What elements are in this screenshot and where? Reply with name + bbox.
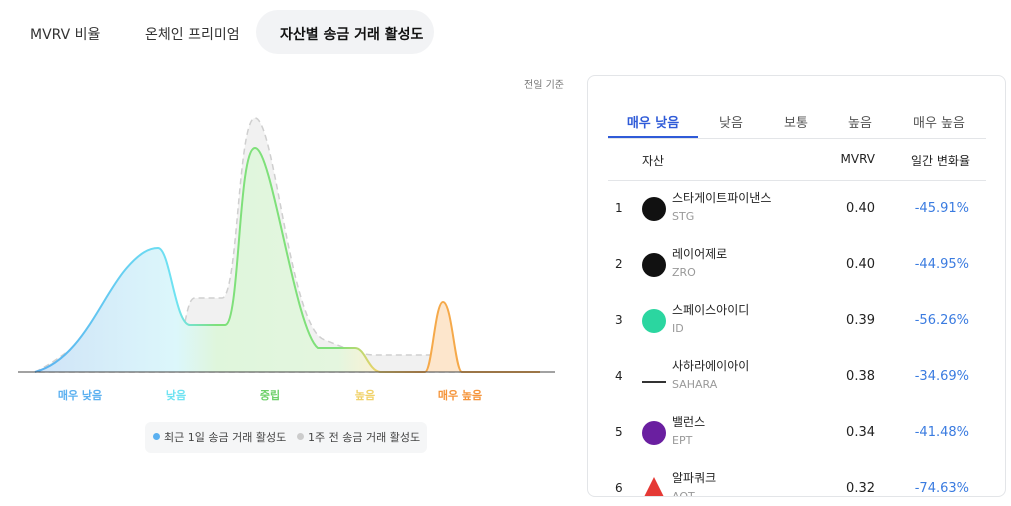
asset-icon bbox=[642, 373, 666, 383]
mvrv: 0.38 bbox=[846, 369, 875, 384]
mvrv: 0.40 bbox=[846, 257, 875, 272]
daily-change: -34.69% bbox=[914, 369, 969, 384]
legend-dot bbox=[297, 433, 304, 440]
legend bbox=[145, 422, 427, 453]
asset-row[interactable]: 1 스타게이트파이낸스 STG 0.40 -45.91% bbox=[588, 181, 1005, 237]
asset-name: 스페이스아이디 bbox=[672, 303, 750, 317]
activity-chart bbox=[18, 117, 555, 373]
asset-row[interactable]: 2 레이어제로 ZRO 0.40 -44.95% bbox=[588, 237, 1005, 293]
tab[interactable]: 온체인 프리미엄 bbox=[145, 27, 240, 43]
level-tab[interactable]: 낮음 bbox=[719, 116, 743, 131]
col-header: 자산 bbox=[642, 154, 665, 168]
recent-area bbox=[34, 146, 540, 373]
asset-row[interactable]: 4 사하라에이아이 SAHARA 0.38 -34.69% bbox=[588, 349, 1005, 405]
asset-name: 밸런스 bbox=[672, 415, 706, 429]
mvrv: 0.39 bbox=[846, 313, 875, 328]
mvrv: 0.32 bbox=[846, 481, 875, 496]
asset-name: 레이어제로 bbox=[672, 247, 728, 261]
mvrv: 0.34 bbox=[846, 425, 875, 440]
legend-dot bbox=[153, 433, 160, 440]
asset-name: 알파쿼크 bbox=[672, 471, 717, 485]
legend-entry: 1주 전 송금 거래 활성도 bbox=[308, 431, 421, 444]
asset-panel: 매우 낮음 낮음 보통 높음 매우 높음 자산 MVRV 일간 변화율 1 스타게… bbox=[587, 75, 1006, 497]
level-tab[interactable]: 높음 bbox=[848, 116, 872, 131]
daily-change: -41.48% bbox=[914, 425, 969, 440]
level-tab[interactable]: 매우 높음 bbox=[913, 116, 965, 131]
level-tab[interactable]: 보통 bbox=[784, 116, 808, 131]
asset-row[interactable]: 3 스페이스아이디 ID 0.39 -56.26% bbox=[588, 293, 1005, 349]
divider bbox=[608, 138, 986, 139]
x-label: 낮음 bbox=[165, 389, 187, 402]
asset-icon bbox=[642, 477, 666, 496]
x-label: 중립 bbox=[259, 389, 281, 402]
rank: 5 bbox=[615, 425, 623, 439]
daily-change: -44.95% bbox=[914, 257, 969, 272]
tab[interactable]: MVRV 비율 bbox=[30, 27, 101, 43]
asset-symbol: ID bbox=[672, 322, 684, 335]
mvrv: 0.40 bbox=[846, 201, 875, 216]
divider bbox=[608, 180, 986, 181]
asset-row[interactable]: 6 알파쿼크 AQT 0.32 -74.63% bbox=[588, 461, 1005, 497]
x-label: 높음 bbox=[354, 389, 376, 402]
active-underline bbox=[608, 136, 698, 138]
rank: 3 bbox=[615, 313, 623, 327]
daily-change: -45.91% bbox=[914, 201, 969, 216]
asset-symbol: ZRO bbox=[672, 266, 696, 279]
x-label: 매우 높음 bbox=[437, 389, 483, 402]
note: 전일 기준 bbox=[524, 80, 564, 91]
asset-icon bbox=[642, 253, 666, 277]
asset-name: 스타게이트파이낸스 bbox=[672, 191, 772, 205]
legend-entry: 최근 1일 송금 거래 활성도 bbox=[164, 431, 287, 444]
rank: 4 bbox=[615, 369, 623, 383]
level-tab[interactable]: 매우 낮음 bbox=[626, 116, 680, 131]
x-label: 매우 낮음 bbox=[57, 389, 103, 402]
rank: 6 bbox=[615, 481, 623, 495]
asset-name: 사하라에이아이 bbox=[672, 359, 750, 373]
asset-symbol: AQT bbox=[672, 490, 695, 497]
tab[interactable]: 자산별 송금 거래 활성도 bbox=[280, 27, 424, 43]
daily-change: -74.63% bbox=[914, 481, 969, 496]
rank: 2 bbox=[615, 257, 623, 271]
asset-symbol: SAHARA bbox=[672, 378, 718, 391]
col-header: MVRV bbox=[840, 152, 875, 166]
daily-change: -56.26% bbox=[914, 313, 969, 328]
asset-icon bbox=[642, 421, 666, 445]
rank: 1 bbox=[615, 201, 623, 215]
asset-icon bbox=[642, 197, 666, 221]
asset-row[interactable]: 5 밸런스 EPT 0.34 -41.48% bbox=[588, 405, 1005, 461]
col-header: 일간 변화율 bbox=[910, 154, 970, 168]
asset-symbol: STG bbox=[672, 210, 695, 223]
asset-icon bbox=[642, 309, 666, 333]
asset-symbol: EPT bbox=[672, 434, 693, 447]
active-tab-bg bbox=[256, 10, 434, 54]
